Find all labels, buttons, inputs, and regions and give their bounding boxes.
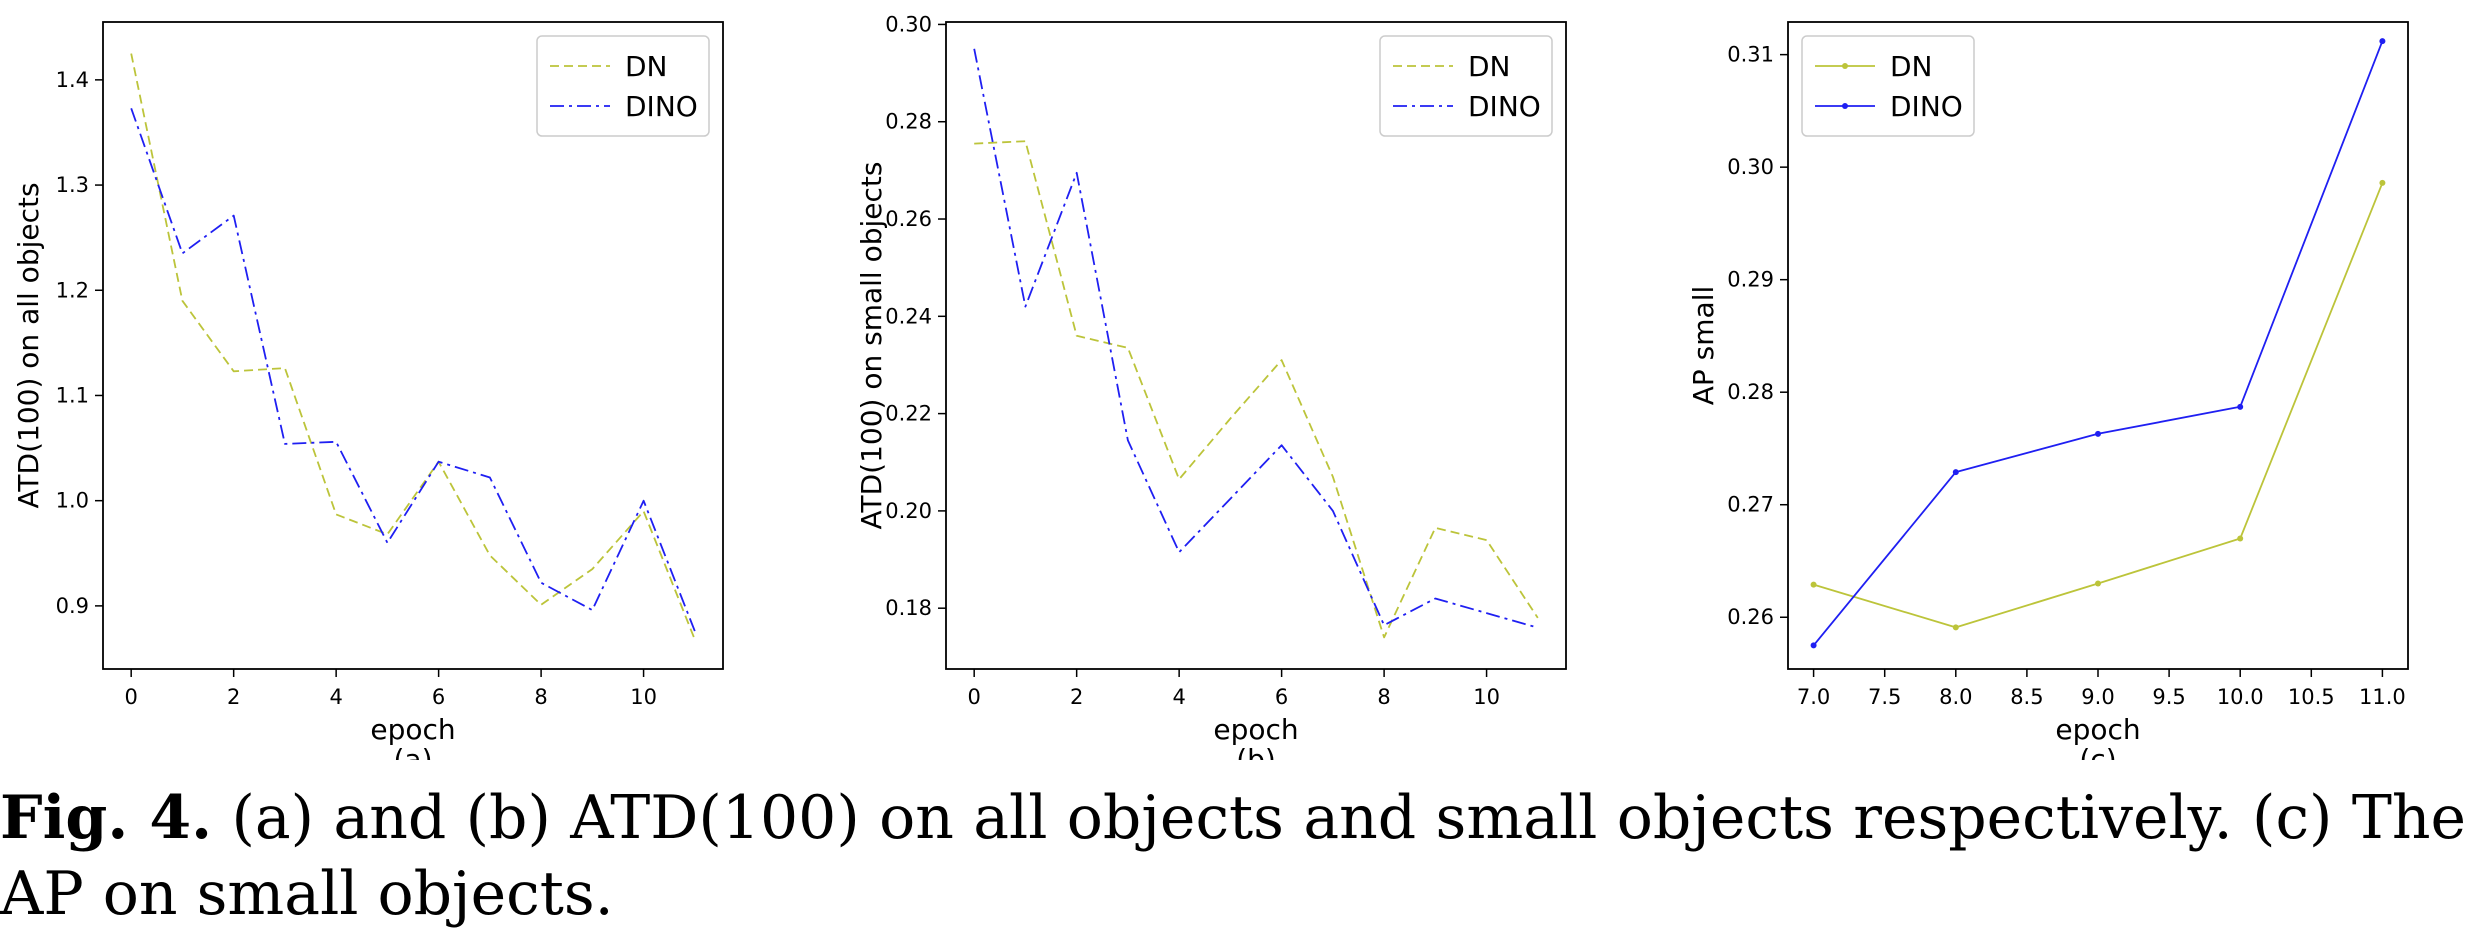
x-tick-label: 8.5: [2010, 685, 2043, 709]
panel-label: (b): [1236, 743, 1276, 760]
x-tick-label: 7.5: [1868, 685, 1901, 709]
y-tick-label: 0.29: [1727, 268, 1774, 292]
x-tick-label: 6: [1275, 685, 1288, 709]
data-point-dn: [1952, 624, 1959, 631]
y-axis-label: ATD(100) on small objects: [855, 162, 888, 530]
series-line-dn: [1813, 182, 2384, 629]
y-tick-label: 1.0: [56, 489, 89, 513]
plot-frame: [1787, 21, 2409, 670]
x-tick-label: 7.0: [1797, 685, 1830, 709]
legend-label-dn: DN: [1468, 50, 1511, 83]
y-tick-label: 0.26: [885, 207, 932, 231]
figure-caption: Fig. 4. (a) and (b) ATD(100) on all obje…: [0, 780, 2466, 932]
data-point-dino: [2237, 403, 2244, 410]
legend-marker-dino: [1842, 103, 1848, 109]
plot-frame: [102, 21, 724, 670]
series-group: [1810, 38, 2386, 649]
x-tick-label: 4: [329, 685, 342, 709]
y-axis-label: AP small: [1687, 286, 1720, 406]
y-tick-label: 0.30: [1727, 155, 1774, 179]
y-tick-label: 0.28: [1727, 380, 1774, 404]
y-tick-label: 1.2: [56, 278, 89, 302]
caption-text: (a) and (b) ATD(100) on all objects and …: [0, 783, 2466, 929]
x-tick-label: 10: [1473, 685, 1500, 709]
legend: DN DINO: [1379, 35, 1553, 137]
x-tick-label: 8: [534, 685, 547, 709]
series-line-dino: [973, 48, 1539, 629]
x-tick-label: 10.0: [2217, 685, 2264, 709]
y-axis-label: ATD(100) on all objects: [12, 182, 45, 508]
x-tick-label: 9.0: [2081, 685, 2114, 709]
series-group: [130, 53, 696, 640]
y-tick-label: 1.3: [56, 173, 89, 197]
x-axis-label: epoch: [1213, 713, 1298, 746]
legend-label-dino: DINO: [1890, 90, 1963, 123]
legend-marker-dn: [1842, 63, 1848, 69]
chart-panel: 7.0 7.5 8.0 8.5 9.0 9.5 10.0 10.5 11.0 0.26 0.27 0.…: [1687, 21, 2409, 760]
data-point-dn: [1810, 581, 1817, 588]
legend-frame: [1379, 35, 1553, 137]
x-tick-label: 11.0: [2359, 685, 2406, 709]
x-axis-label: epoch: [2055, 713, 2140, 746]
y-tick-label: 0.18: [885, 596, 932, 620]
figure-three-panels: 0 2 4 6 8 100.91.01.11.21.31.4epoch(a)ATD(100…: [12, 12, 2409, 760]
series-line-dino: [130, 108, 696, 632]
data-point-dino: [2379, 38, 2386, 45]
x-tick-label: 8: [1377, 685, 1390, 709]
x-tick-label: 2: [227, 685, 240, 709]
y-tick-label: 0.20: [885, 499, 932, 523]
legend-label-dino: DINO: [625, 90, 698, 123]
x-tick-label: 0: [967, 685, 980, 709]
y-tick-label: 0.26: [1727, 605, 1774, 629]
legend: DN DINO: [536, 35, 710, 137]
legend-label-dino: DINO: [1468, 90, 1541, 123]
y-tick-label: 0.22: [885, 402, 932, 426]
legend-label-dn: DN: [1890, 50, 1933, 83]
x-tick-label: 0: [124, 685, 137, 709]
y-tick-label: 1.4: [56, 68, 89, 92]
panel-label: (a): [393, 743, 432, 760]
chart-panel: 0 2 4 6 8 10 0.9 1.0 1.1 1.2 1.3 1.4 epoch(a) ATD(100…: [12, 21, 724, 760]
data-point-dn: [2237, 535, 2244, 542]
data-point-dino: [1810, 642, 1817, 649]
caption-label: Fig. 4.: [0, 783, 213, 853]
x-tick-label: 10.5: [2288, 685, 2335, 709]
series-group: [973, 48, 1539, 639]
legend-frame: [536, 35, 710, 137]
x-tick-label: 9.5: [2152, 685, 2185, 709]
legend-label-dn: DN: [625, 50, 668, 83]
plot-frame: [945, 21, 1567, 670]
y-tick-label: 0.24: [885, 304, 932, 328]
chart-panel: 0 2 4 6 8 10 0.18 0.20 0.22 0.24 0.26 0.28 0.30 epoch…: [855, 12, 1567, 760]
y-tick-label: 0.30: [885, 12, 932, 36]
x-tick-label: 2: [1070, 685, 1083, 709]
y-tick-label: 1.1: [56, 383, 89, 407]
data-point-dino: [1952, 469, 1959, 476]
series-line-dn: [974, 140, 1539, 639]
data-point-dn: [2379, 179, 2386, 186]
x-tick-label: 4: [1172, 685, 1185, 709]
y-tick-label: 0.9: [56, 594, 89, 618]
x-tick-label: 10: [630, 685, 657, 709]
series-line-dn: [130, 53, 696, 640]
data-point-dn: [2095, 580, 2101, 587]
x-axis-label: epoch: [370, 713, 455, 746]
data-point-dino: [2095, 430, 2101, 437]
legend: DN DINO: [1801, 35, 1975, 137]
legend-frame: [1801, 35, 1975, 137]
panel-label: (c): [2079, 743, 2116, 760]
y-tick-label: 0.31: [1727, 43, 1774, 67]
y-tick-label: 0.28: [885, 110, 932, 134]
x-tick-label: 8.0: [1939, 685, 1972, 709]
x-tick-label: 6: [432, 685, 445, 709]
y-tick-label: 0.27: [1727, 493, 1774, 517]
